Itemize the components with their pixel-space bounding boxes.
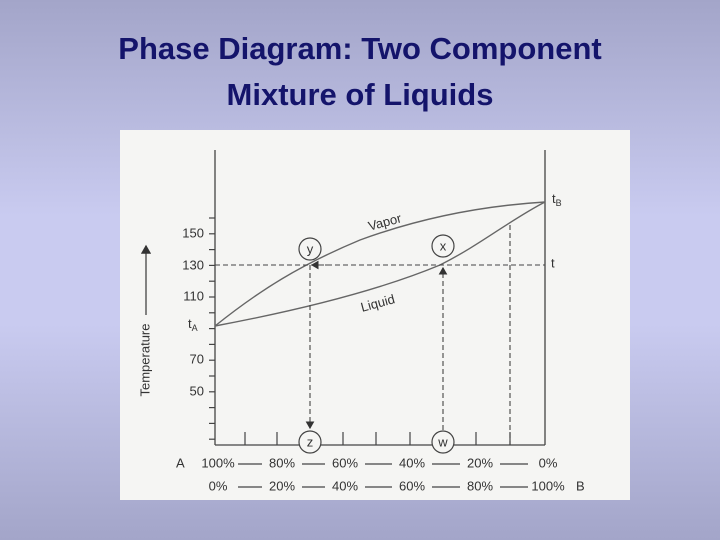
t-sub: B	[556, 198, 562, 208]
title-line: Mixture of Liquids	[226, 77, 494, 112]
tick-label: 110	[183, 288, 204, 303]
point-circles	[298, 234, 455, 454]
composition-label: 0%	[209, 478, 228, 493]
point-label: y	[307, 241, 314, 256]
composition-label: 100%	[531, 478, 565, 493]
composition-label: 20%	[269, 478, 295, 493]
title-line: Phase Diagram: Two Component	[118, 31, 602, 66]
point-circle	[431, 234, 455, 258]
t-main: t	[188, 316, 192, 331]
composition-label: 60%	[399, 478, 425, 493]
point-label: x	[440, 238, 447, 253]
t-sub: A	[192, 323, 198, 333]
composition-label: 80%	[467, 478, 493, 493]
composition-label: 20%	[467, 455, 493, 470]
tick-label: 130	[182, 257, 204, 272]
tick-label: 70	[190, 351, 204, 366]
composition-label: 80%	[269, 455, 295, 470]
component-label: B	[576, 478, 585, 493]
point-circle	[431, 430, 455, 454]
composition-label: 40%	[332, 478, 358, 493]
composition-label: 0%	[539, 455, 558, 470]
composition-label: 60%	[332, 455, 358, 470]
point-circle	[298, 430, 322, 454]
point-circle	[298, 237, 322, 261]
liquid-curve	[214, 201, 546, 327]
composition-rows: 100% 80% 60% 40% 20% 0% 0% 20% 40% 60% 80% 100%	[201, 455, 565, 493]
component-label: A	[176, 455, 185, 470]
point-label: w	[437, 434, 448, 449]
tick-label: 150	[182, 225, 204, 240]
t-b-label: tB	[552, 191, 562, 208]
t-a-label: tA	[188, 316, 198, 333]
title: Phase Diagram: Two Component Mixture of …	[0, 26, 720, 118]
point-label: z	[307, 434, 314, 449]
composition-label: 40%	[399, 455, 425, 470]
t-main: t	[552, 191, 556, 206]
vapor-curve	[214, 201, 546, 327]
t-label: t	[551, 255, 555, 270]
composition-label: 100%	[201, 455, 235, 470]
axis-title: Temperature	[137, 324, 152, 397]
tick-label: 50	[190, 383, 204, 398]
